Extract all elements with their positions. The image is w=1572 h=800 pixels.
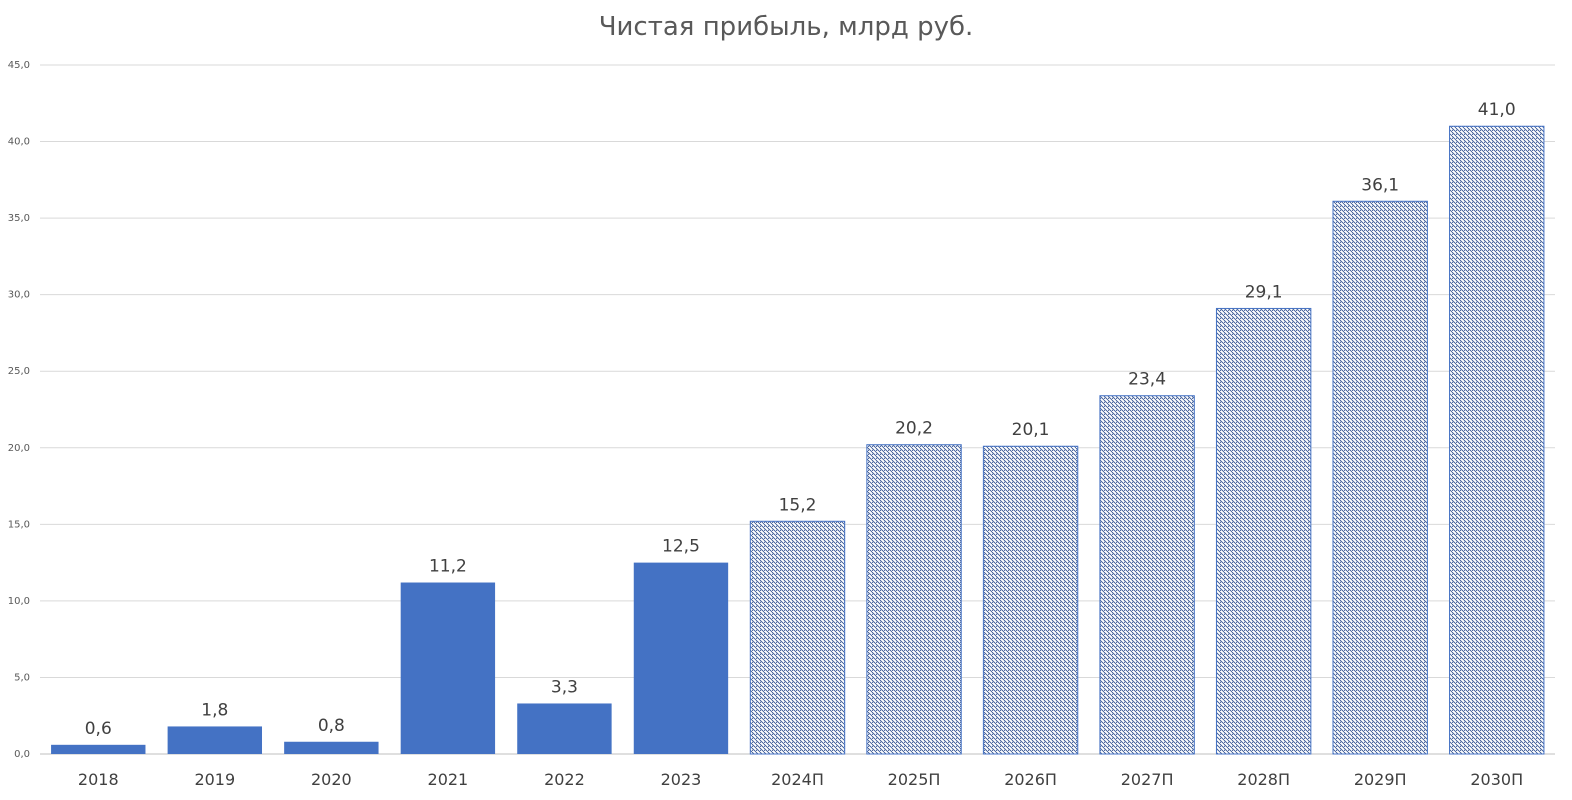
data-label: 20,2 xyxy=(895,419,933,439)
x-tick-label: 2023 xyxy=(661,770,702,789)
data-label: 15,2 xyxy=(779,495,817,515)
data-label: 11,2 xyxy=(429,557,467,577)
x-tick-label: 2028П xyxy=(1237,770,1290,789)
chart-title: Чистая прибыль, млрд руб. xyxy=(598,12,974,42)
y-tick-label: 25,0 xyxy=(8,366,30,377)
bar-actual xyxy=(400,582,496,754)
x-tick-label: 2024П xyxy=(771,770,824,789)
data-label: 20,1 xyxy=(1012,420,1050,440)
bar-forecast xyxy=(1099,395,1195,755)
bars xyxy=(51,125,1545,755)
data-label: 3,3 xyxy=(551,677,578,697)
bar-actual xyxy=(633,562,729,754)
y-tick-label: 35,0 xyxy=(8,213,30,224)
y-tick-label: 5,0 xyxy=(14,672,30,683)
data-label: 41,0 xyxy=(1478,100,1516,120)
bar-actual xyxy=(51,744,146,754)
y-tick-label: 10,0 xyxy=(8,596,30,607)
bar-actual xyxy=(284,741,379,754)
data-label: 23,4 xyxy=(1128,370,1166,390)
data-label: 36,1 xyxy=(1361,175,1399,195)
data-labels: 0,6 1,8 0,8 11,2 3,3 12,5 15,2 20,2 20,1 23,4 29,1… xyxy=(85,100,1516,739)
x-tick-label: 2019 xyxy=(194,770,235,789)
y-tick-label: 40,0 xyxy=(8,137,30,148)
bar-forecast xyxy=(1215,307,1312,755)
y-axis-ticks: 0,0 5,0 10,0 15,0 20,0 25,0 30,0 35,0 40,0 45,0 xyxy=(8,60,30,760)
y-tick-label: 30,0 xyxy=(8,290,30,301)
bar-actual xyxy=(517,703,612,754)
data-label: 1,8 xyxy=(201,700,228,720)
x-tick-label: 2027П xyxy=(1121,770,1174,789)
x-tick-label: 2026П xyxy=(1004,770,1057,789)
data-label: 12,5 xyxy=(662,537,700,557)
y-tick-label: 20,0 xyxy=(8,443,30,454)
bar-forecast xyxy=(866,444,962,755)
bar-forecast xyxy=(982,445,1079,755)
y-tick-label: 15,0 xyxy=(8,519,30,530)
bar-actual xyxy=(167,726,263,754)
y-tick-label: 45,0 xyxy=(8,60,30,71)
x-tick-label: 2022 xyxy=(544,770,585,789)
x-tick-label: 2018 xyxy=(78,770,119,789)
x-tick-label: 2020 xyxy=(311,770,352,789)
x-axis-ticks: 2018 2019 2020 2021 2022 2023 2024П 2025П 2026П 2… xyxy=(78,770,1523,789)
bar-forecast xyxy=(1332,200,1428,755)
bar-forecast xyxy=(1449,125,1545,755)
x-tick-label: 2025П xyxy=(888,770,941,789)
data-label: 29,1 xyxy=(1245,282,1283,302)
data-label: 0,6 xyxy=(85,719,112,739)
x-tick-label: 2030П xyxy=(1470,770,1523,789)
data-label: 0,8 xyxy=(318,716,345,736)
y-tick-label: 0,0 xyxy=(14,749,30,760)
bar-forecast xyxy=(749,520,846,755)
x-tick-label: 2029П xyxy=(1354,770,1407,789)
x-tick-label: 2021 xyxy=(428,770,469,789)
